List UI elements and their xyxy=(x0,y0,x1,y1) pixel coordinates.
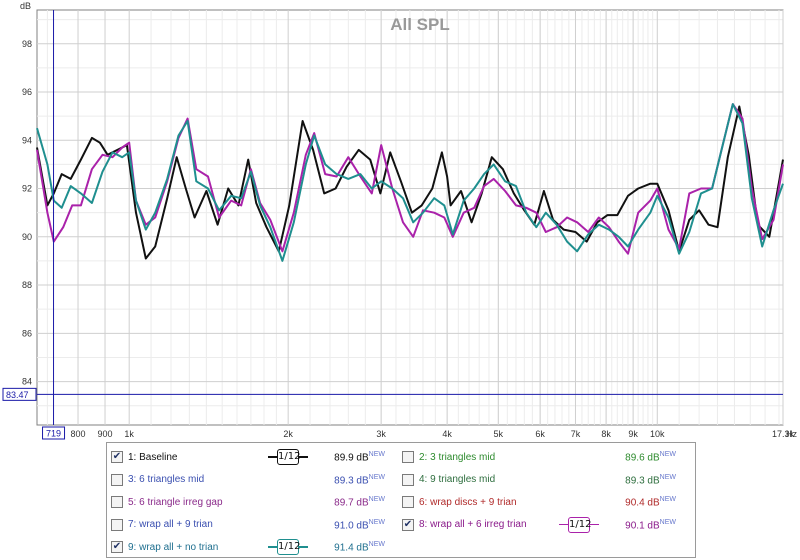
legend-item: 4: 9 triangles mid 89.3 dBNEW xyxy=(402,469,694,492)
legend-value-text: 90.4 dB xyxy=(625,497,660,509)
legend-checkbox[interactable]: ✔ xyxy=(402,518,414,531)
chart-title: All SPL xyxy=(390,15,450,34)
x-tick-label: 17.3k xyxy=(772,429,795,439)
new-badge: NEW xyxy=(659,473,676,481)
new-badge: NEW xyxy=(659,496,676,504)
legend-value-text: 89.3 dB xyxy=(334,474,369,486)
y-tick-label: 90 xyxy=(22,232,32,242)
legend-item-label: 4: 9 triangles mid xyxy=(419,474,496,486)
legend-checkbox[interactable] xyxy=(111,473,123,486)
legend-item-value: 89.3 dBNEW xyxy=(315,474,385,486)
legend-item: 6: wrap discs + 9 trian 90.4 dBNEW xyxy=(402,491,694,514)
legend-item-label: 6: wrap discs + 9 trian xyxy=(419,496,517,508)
new-badge: NEW xyxy=(368,473,385,481)
legend-item: ✔ 9: wrap all + no trian 1/12 91.4 dBNEW xyxy=(111,536,403,559)
y-tick-label: 98 xyxy=(22,39,32,49)
cursor-x-readout-box xyxy=(42,426,66,440)
x-tick-label: 900 xyxy=(98,429,113,439)
smoothing-indicator[interactable]: 1/12 xyxy=(268,449,308,466)
legend-item-value: 91.4 dBNEW xyxy=(315,541,385,553)
x-tick-label: 9k xyxy=(628,429,638,439)
smoothing-label: 1/12 xyxy=(277,449,300,466)
cursor-x-readout: 719 xyxy=(46,429,61,439)
legend-item-value: 90.4 dBNEW xyxy=(606,496,676,508)
legend-panel: ✔ 1: Baseline 1/12 89.9 dBNEW 3: 6 triangles… xyxy=(106,442,696,558)
legend-item-label: 9: wrap all + no trian xyxy=(128,541,219,553)
new-badge: NEW xyxy=(368,518,385,526)
cursor-y-readout-box xyxy=(2,387,37,401)
legend-checkbox[interactable] xyxy=(402,451,414,464)
legend-value-text: 91.0 dB xyxy=(334,519,369,531)
y-tick-label: 96 xyxy=(22,87,32,97)
legend-item-label: 3: 6 triangles mid xyxy=(128,474,205,486)
legend-item: ✔ 8: wrap all + 6 irreg trian 1/12 90.1 dBN… xyxy=(402,514,694,537)
smoothing-label: 1/12 xyxy=(568,516,591,533)
legend-item: ✔ 1: Baseline 1/12 89.9 dBNEW xyxy=(111,446,403,469)
y-tick-label: 86 xyxy=(22,328,32,338)
legend-value-text: 89.3 dB xyxy=(625,474,660,486)
series-line xyxy=(36,105,784,260)
legend-item-value: 89.9 dBNEW xyxy=(315,451,385,463)
legend-value-text: 89.7 dB xyxy=(334,497,369,509)
legend-item-value: 89.6 dBNEW xyxy=(606,451,676,463)
legend-column-left: ✔ 1: Baseline 1/12 89.9 dBNEW 3: 6 triangles… xyxy=(111,446,403,559)
cursor-y-readout: 83.47 xyxy=(6,390,29,400)
new-badge: NEW xyxy=(368,496,385,504)
legend-item: 7: wrap all + 9 trian 91.0 dBNEW xyxy=(111,514,403,537)
legend-checkbox[interactable] xyxy=(111,496,123,509)
legend-item-value: 89.7 dBNEW xyxy=(315,496,385,508)
legend-item-label: 8: wrap all + 6 irreg trian xyxy=(419,519,527,531)
legend-checkbox[interactable] xyxy=(402,473,414,486)
axes: All SPL dB 84 86 88 90 92 94 96 98 800 900 1k 2k 3k 4k 5… xyxy=(2,1,797,440)
legend-item: 3: 6 triangles mid 89.3 dBNEW xyxy=(111,469,403,492)
new-badge: NEW xyxy=(659,451,676,459)
y-tick-label: 88 xyxy=(22,280,32,290)
legend-value-text: 90.1 dB xyxy=(625,519,660,531)
x-tick-label: 4k xyxy=(442,429,452,439)
series-layer xyxy=(36,103,784,262)
x-tick-label: 1k xyxy=(124,429,134,439)
smoothing-indicator[interactable]: 1/12 xyxy=(268,539,308,556)
legend-checkbox[interactable]: ✔ xyxy=(111,451,123,464)
x-tick-label: 5k xyxy=(494,429,504,439)
new-badge: NEW xyxy=(368,451,385,459)
legend-checkbox[interactable]: ✔ xyxy=(111,541,123,554)
legend-checkbox[interactable] xyxy=(402,496,414,509)
x-tick-label: 800 xyxy=(70,429,85,439)
new-badge: NEW xyxy=(368,541,385,549)
x-axis-unit: Hz xyxy=(786,429,797,439)
x-tick-label: 10k xyxy=(650,429,665,439)
legend-item-label: 1: Baseline xyxy=(128,451,178,463)
legend-item-label: 5: 6 triangle irreg gap xyxy=(128,496,223,508)
x-tick-label: 8k xyxy=(601,429,611,439)
y-axis-label: dB xyxy=(20,1,31,11)
legend-item: 5: 6 triangle irreg gap 89.7 dBNEW xyxy=(111,491,403,514)
spl-chart[interactable]: All SPL dB 84 86 88 90 92 94 96 98 800 900 1k 2k 3k 4k 5… xyxy=(0,0,800,440)
x-tick-label: 2k xyxy=(283,429,293,439)
legend-value-text: 91.4 dB xyxy=(334,542,369,554)
smoothing-label: 1/12 xyxy=(277,539,300,556)
y-tick-label: 94 xyxy=(22,135,32,145)
series-line xyxy=(36,103,784,262)
y-tick-label: 92 xyxy=(22,184,32,194)
legend-item-label: 7: wrap all + 9 trian xyxy=(128,519,213,531)
new-badge: NEW xyxy=(659,518,676,526)
x-tick-label: 7k xyxy=(571,429,581,439)
legend-item-value: 90.1 dBNEW xyxy=(606,519,676,531)
legend-value-text: 89.9 dB xyxy=(334,452,369,464)
x-tick-label: 3k xyxy=(376,429,386,439)
legend-item-label: 2: 3 triangles mid xyxy=(419,451,496,463)
legend-checkbox[interactable] xyxy=(111,518,123,531)
legend-item-value: 91.0 dBNEW xyxy=(315,519,385,531)
x-tick-label: 6k xyxy=(535,429,545,439)
legend-item-value: 89.3 dBNEW xyxy=(606,474,676,486)
legend-column-right: 2: 3 triangles mid 89.6 dBNEW 4: 9 triangl… xyxy=(402,446,694,536)
legend-item: 2: 3 triangles mid 89.6 dBNEW xyxy=(402,446,694,469)
legend-value-text: 89.6 dB xyxy=(625,452,660,464)
y-tick-label: 84 xyxy=(22,377,32,387)
series-line xyxy=(36,103,784,255)
smoothing-indicator[interactable]: 1/12 xyxy=(559,516,599,533)
grid xyxy=(36,9,784,426)
